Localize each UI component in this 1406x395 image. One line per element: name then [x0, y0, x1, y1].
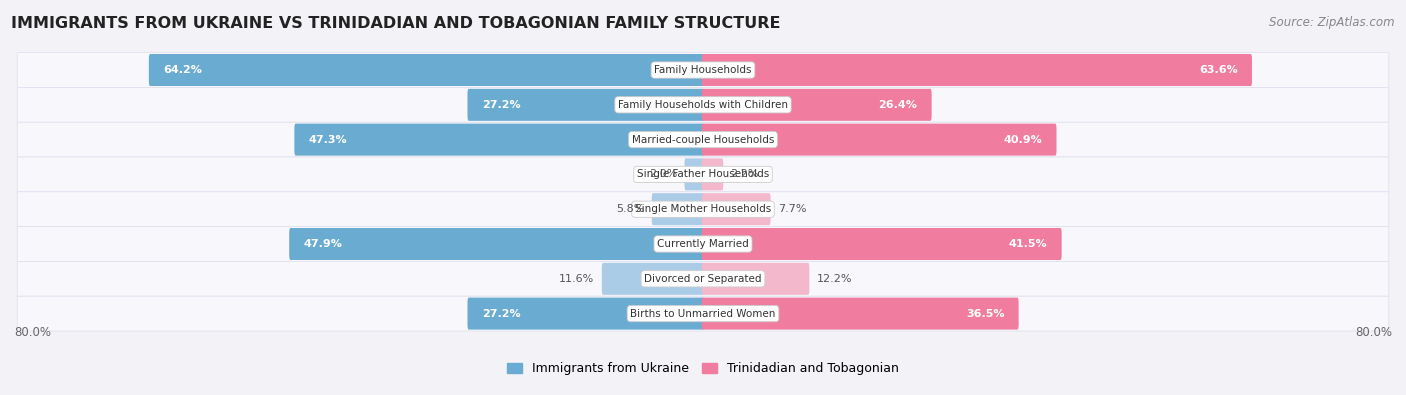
- Text: 7.7%: 7.7%: [778, 204, 807, 214]
- FancyBboxPatch shape: [294, 124, 704, 156]
- FancyBboxPatch shape: [702, 89, 932, 121]
- Text: 80.0%: 80.0%: [14, 325, 51, 339]
- Text: 41.5%: 41.5%: [1010, 239, 1047, 249]
- FancyBboxPatch shape: [17, 87, 1389, 122]
- FancyBboxPatch shape: [17, 227, 1389, 261]
- FancyBboxPatch shape: [702, 124, 1056, 156]
- FancyBboxPatch shape: [602, 263, 704, 295]
- Text: 27.2%: 27.2%: [482, 100, 520, 110]
- FancyBboxPatch shape: [17, 53, 1389, 87]
- Text: IMMIGRANTS FROM UKRAINE VS TRINIDADIAN AND TOBAGONIAN FAMILY STRUCTURE: IMMIGRANTS FROM UKRAINE VS TRINIDADIAN A…: [11, 16, 780, 31]
- Text: 80.0%: 80.0%: [1355, 325, 1392, 339]
- FancyBboxPatch shape: [467, 297, 704, 329]
- Text: 2.2%: 2.2%: [731, 169, 759, 179]
- Text: Family Households: Family Households: [654, 65, 752, 75]
- FancyBboxPatch shape: [685, 158, 704, 190]
- FancyBboxPatch shape: [467, 89, 704, 121]
- Text: 47.9%: 47.9%: [304, 239, 342, 249]
- Text: Source: ZipAtlas.com: Source: ZipAtlas.com: [1270, 16, 1395, 29]
- Text: Currently Married: Currently Married: [657, 239, 749, 249]
- Text: 12.2%: 12.2%: [817, 274, 852, 284]
- Text: 40.9%: 40.9%: [1004, 135, 1042, 145]
- Text: 47.3%: 47.3%: [308, 135, 347, 145]
- Legend: Immigrants from Ukraine, Trinidadian and Tobagonian: Immigrants from Ukraine, Trinidadian and…: [502, 357, 904, 380]
- Text: 2.0%: 2.0%: [648, 169, 678, 179]
- Text: Births to Unmarried Women: Births to Unmarried Women: [630, 308, 776, 319]
- FancyBboxPatch shape: [290, 228, 704, 260]
- Text: Married-couple Households: Married-couple Households: [631, 135, 775, 145]
- Text: 27.2%: 27.2%: [482, 308, 520, 319]
- Text: Divorced or Separated: Divorced or Separated: [644, 274, 762, 284]
- Text: 5.8%: 5.8%: [616, 204, 644, 214]
- FancyBboxPatch shape: [702, 297, 1018, 329]
- FancyBboxPatch shape: [17, 157, 1389, 192]
- Text: 26.4%: 26.4%: [879, 100, 918, 110]
- FancyBboxPatch shape: [149, 54, 704, 86]
- Text: 64.2%: 64.2%: [163, 65, 202, 75]
- FancyBboxPatch shape: [702, 263, 810, 295]
- Text: 11.6%: 11.6%: [560, 274, 595, 284]
- FancyBboxPatch shape: [17, 296, 1389, 331]
- FancyBboxPatch shape: [702, 158, 723, 190]
- FancyBboxPatch shape: [17, 261, 1389, 296]
- Text: 63.6%: 63.6%: [1199, 65, 1237, 75]
- Text: Single Father Households: Single Father Households: [637, 169, 769, 179]
- FancyBboxPatch shape: [17, 122, 1389, 157]
- Text: 36.5%: 36.5%: [966, 308, 1004, 319]
- FancyBboxPatch shape: [17, 192, 1389, 227]
- FancyBboxPatch shape: [702, 54, 1251, 86]
- Text: Family Households with Children: Family Households with Children: [619, 100, 787, 110]
- FancyBboxPatch shape: [652, 193, 704, 225]
- FancyBboxPatch shape: [702, 193, 770, 225]
- Text: Single Mother Households: Single Mother Households: [636, 204, 770, 214]
- FancyBboxPatch shape: [702, 228, 1062, 260]
